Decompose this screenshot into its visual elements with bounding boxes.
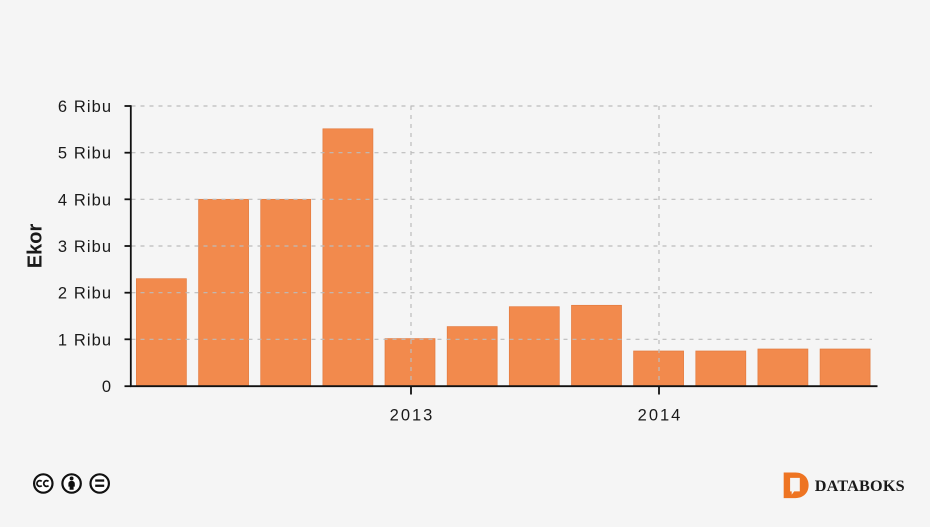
svg-text:2 Ribu: 2 Ribu [58, 285, 112, 303]
svg-text:3 Ribu: 3 Ribu [58, 238, 112, 256]
svg-text:0: 0 [102, 378, 112, 396]
svg-text:Ekor: Ekor [25, 224, 47, 269]
svg-text:4 Ribu: 4 Ribu [58, 191, 112, 209]
svg-text:DATABOKS: DATABOKS [815, 477, 905, 495]
svg-text:2013: 2013 [390, 407, 435, 425]
svg-text:5 Ribu: 5 Ribu [58, 145, 112, 163]
svg-text:6 Ribu: 6 Ribu [58, 98, 112, 116]
svg-text:2014: 2014 [638, 407, 683, 425]
svg-text:1 Ribu: 1 Ribu [58, 331, 112, 349]
